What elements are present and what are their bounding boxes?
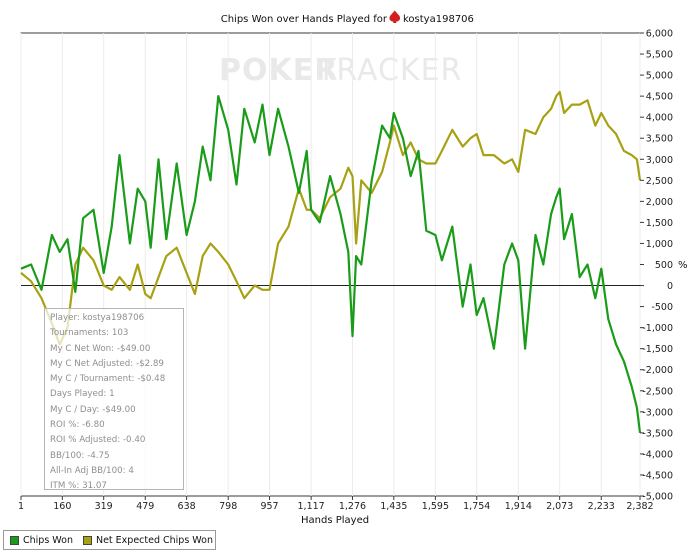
stat-net-adjusted: My C Net Adjusted: -$2.89 (50, 358, 164, 369)
x-axis-ticks: 1 160 319 479 638 798 957 1,117 1,276 1,435 1,595 1… (18, 496, 654, 512)
x-tick-label: 2,233 (588, 501, 615, 512)
y-tick-label: -4,500 (642, 470, 673, 481)
y-tick-label: -1,000 (642, 323, 673, 334)
stat-tournaments: Tournaments: 103 (50, 328, 129, 339)
x-tick-label: 957 (260, 501, 278, 512)
x-tick-label: 798 (219, 501, 237, 512)
y-tick-label: 0 (667, 281, 673, 292)
x-tick-label: 160 (53, 501, 71, 512)
x-tick-label: 1,914 (505, 501, 532, 512)
y-axis-ticks: -5,000 -4,500 -4,000 -3,500 -3,000 -2,500 -2,0… (640, 29, 673, 503)
stat-roi-adjusted: ROI % Adjusted: -0.40 (50, 435, 146, 446)
y-tick-label: -2,000 (642, 365, 673, 376)
legend-swatch-chips-won (10, 535, 19, 545)
x-tick-label: 2,382 (626, 501, 653, 512)
y-tick-label: 6,000 (646, 29, 673, 40)
watermark-strong: POKER (219, 53, 338, 88)
x-tick-label: 479 (136, 501, 154, 512)
legend-swatch-net-expected (82, 535, 92, 545)
stat-roi: ROI %: -6.80 (50, 420, 105, 431)
stat-itm: ITM %: 31.07 (50, 481, 107, 492)
y-tick-label: -500 (651, 302, 673, 313)
chart-title: Chips Won over Hands Played for (221, 14, 388, 25)
stat-player: Player: kostya198706 (50, 313, 145, 323)
y-tick-label: -3,000 (642, 407, 673, 418)
legend: Chips Won Net Expected Chips Won (3, 530, 216, 550)
y-tick-label: 1,000 (646, 239, 673, 250)
legend-label-chips-won: Chips Won (23, 534, 73, 546)
y-tick-label: 2,500 (646, 176, 673, 187)
y-tick-label: 3,000 (646, 155, 673, 166)
x-tick-label: 2,073 (546, 501, 573, 512)
legend-item-net-expected[interactable]: Net Expected Chips Won (82, 534, 213, 546)
legend-label-net-expected: Net Expected Chips Won (95, 534, 213, 546)
x-tick-label: 1 (18, 501, 24, 512)
y-tick-label: -3,500 (642, 428, 673, 439)
x-tick-label: 1,117 (298, 501, 325, 512)
x-tick-label: 1,435 (380, 501, 407, 512)
y-tick-label: 5,000 (646, 71, 673, 82)
stat-days-played: Days Played: 1 (50, 389, 115, 400)
y-tick-label: 4,500 (646, 92, 673, 103)
watermark-light: TRACKER (316, 53, 462, 88)
y-tick-label: 2,000 (646, 197, 673, 208)
x-tick-label: 1,276 (339, 501, 366, 512)
stat-bb100: BB/100: -4.75 (50, 450, 110, 461)
spade-icon (389, 10, 401, 23)
y-tick-label: 1,500 (646, 218, 673, 229)
stats-box: Player: kostya198706 Tournaments: 103 My… (44, 308, 184, 491)
y-tick-label: -4,000 (642, 449, 673, 460)
x-axis-label: Hands Played (301, 515, 369, 526)
y-tick-label: 5,500 (646, 50, 673, 61)
y-tick-label: 3,500 (646, 134, 673, 145)
series-lines (20, 90, 642, 434)
stat-allin-bb100: All-In Adj BB/100: 4 (50, 465, 134, 476)
y-tick-label: -1,500 (642, 344, 673, 355)
y-axis-label: % (678, 260, 688, 271)
legend-item-chips-won[interactable]: Chips Won (10, 535, 73, 546)
y-tick-label: -5,000 (642, 492, 673, 503)
series-net-expected (20, 90, 642, 346)
x-tick-label: 1,754 (463, 501, 490, 512)
y-tick-label: 4,000 (646, 113, 673, 124)
y-tick-label: -2,500 (642, 386, 673, 397)
x-tick-label: 638 (178, 501, 196, 512)
series-chips-won (20, 94, 642, 434)
stat-per-tournament: My C / Tournament: -$0.48 (50, 374, 166, 385)
x-tick-label: 319 (95, 501, 113, 512)
watermark: POKER TRACKER (219, 53, 462, 88)
chart-player: kostya198706 (403, 14, 474, 25)
stat-per-day: My C / Day: -$49.00 (50, 404, 136, 415)
y-tick-label: 500 (655, 260, 673, 271)
x-tick-label: 1,595 (422, 501, 449, 512)
stat-net-won: My C Net Won: -$49.00 (50, 343, 151, 354)
